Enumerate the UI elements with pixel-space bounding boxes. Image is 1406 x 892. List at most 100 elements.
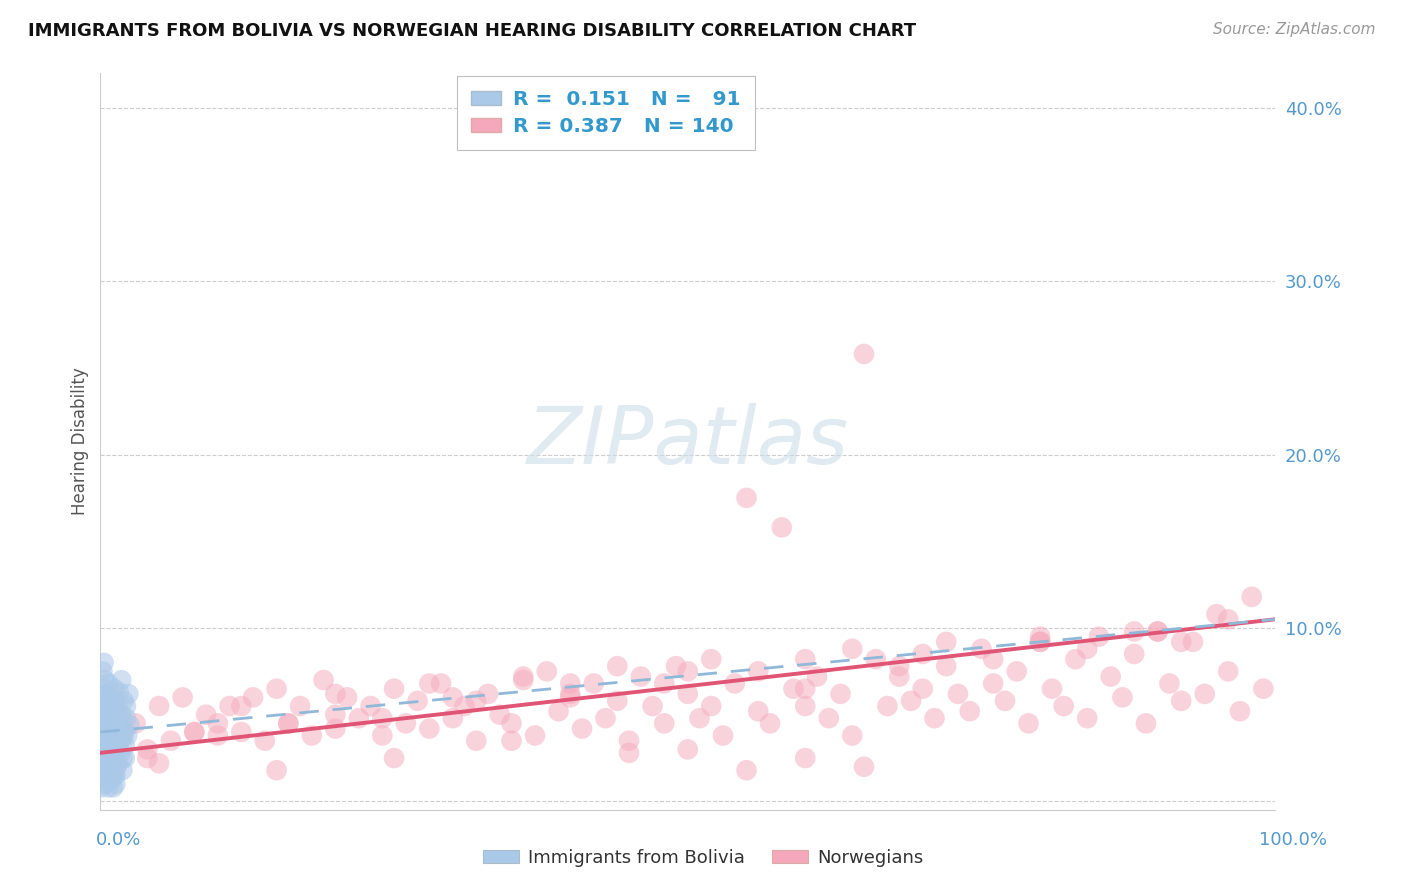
Point	[118, 718, 141, 732]
Point	[1194, 687, 1216, 701]
Point	[641, 699, 664, 714]
Point	[96, 756, 118, 771]
Point	[465, 694, 488, 708]
Point	[101, 751, 124, 765]
Point	[512, 669, 534, 683]
Point	[524, 729, 547, 743]
Point	[676, 665, 699, 679]
Point	[107, 699, 129, 714]
Point	[817, 711, 839, 725]
Point	[90, 756, 112, 771]
Point	[94, 711, 117, 725]
Point	[477, 687, 499, 701]
Point	[876, 699, 898, 714]
Legend: Immigrants from Bolivia, Norwegians: Immigrants from Bolivia, Norwegians	[475, 842, 931, 874]
Point	[360, 699, 382, 714]
Point	[111, 763, 134, 777]
Point	[652, 676, 675, 690]
Point	[1146, 624, 1168, 639]
Point	[1088, 630, 1111, 644]
Point	[103, 681, 125, 696]
Point	[97, 725, 120, 739]
Text: IMMIGRANTS FROM BOLIVIA VS NORWEGIAN HEARING DISABILITY CORRELATION CHART: IMMIGRANTS FROM BOLIVIA VS NORWEGIAN HEA…	[28, 22, 917, 40]
Point	[1005, 665, 1028, 679]
Point	[711, 729, 734, 743]
Point	[323, 707, 346, 722]
Point	[110, 711, 132, 725]
Point	[689, 711, 711, 725]
Point	[93, 704, 115, 718]
Point	[101, 690, 124, 705]
Point	[231, 725, 253, 739]
Point	[441, 711, 464, 725]
Text: Source: ZipAtlas.com: Source: ZipAtlas.com	[1212, 22, 1375, 37]
Point	[103, 716, 125, 731]
Point	[382, 751, 405, 765]
Point	[107, 729, 129, 743]
Point	[207, 729, 229, 743]
Point	[1029, 630, 1052, 644]
Point	[103, 733, 125, 747]
Point	[794, 681, 817, 696]
Point	[242, 690, 264, 705]
Point	[994, 694, 1017, 708]
Point	[853, 347, 876, 361]
Point	[959, 704, 981, 718]
Point	[266, 681, 288, 696]
Point	[93, 746, 115, 760]
Point	[1146, 624, 1168, 639]
Point	[911, 647, 934, 661]
Point	[1111, 690, 1133, 705]
Point	[112, 722, 135, 736]
Point	[148, 756, 170, 771]
Point	[347, 711, 370, 725]
Point	[312, 673, 335, 687]
Point	[93, 656, 115, 670]
Point	[110, 731, 132, 746]
Point	[90, 707, 112, 722]
Point	[841, 641, 863, 656]
Point	[96, 768, 118, 782]
Point	[117, 729, 139, 743]
Point	[207, 716, 229, 731]
Point	[172, 690, 194, 705]
Point	[617, 733, 640, 747]
Point	[1040, 681, 1063, 696]
Point	[1159, 676, 1181, 690]
Text: 0.0%: 0.0%	[96, 831, 141, 849]
Point	[806, 669, 828, 683]
Point	[794, 652, 817, 666]
Point	[104, 694, 127, 708]
Point	[1076, 711, 1098, 725]
Point	[104, 768, 127, 782]
Point	[1253, 681, 1275, 696]
Point	[105, 760, 128, 774]
Point	[735, 491, 758, 505]
Point	[560, 687, 582, 701]
Point	[946, 687, 969, 701]
Point	[1218, 612, 1240, 626]
Point	[676, 687, 699, 701]
Point	[98, 746, 121, 760]
Point	[117, 687, 139, 701]
Point	[735, 763, 758, 777]
Point	[96, 714, 118, 729]
Point	[371, 711, 394, 725]
Point	[103, 746, 125, 760]
Point	[1123, 624, 1146, 639]
Legend: R =  0.151   N =   91, R = 0.387   N = 140: R = 0.151 N = 91, R = 0.387 N = 140	[457, 76, 755, 150]
Point	[665, 659, 688, 673]
Point	[830, 687, 852, 701]
Point	[114, 751, 136, 765]
Point	[115, 711, 138, 725]
Point	[90, 780, 112, 795]
Point	[935, 659, 957, 673]
Point	[104, 777, 127, 791]
Point	[103, 780, 125, 795]
Point	[97, 751, 120, 765]
Point	[606, 659, 628, 673]
Point	[266, 763, 288, 777]
Point	[160, 733, 183, 747]
Point	[148, 699, 170, 714]
Point	[889, 669, 911, 683]
